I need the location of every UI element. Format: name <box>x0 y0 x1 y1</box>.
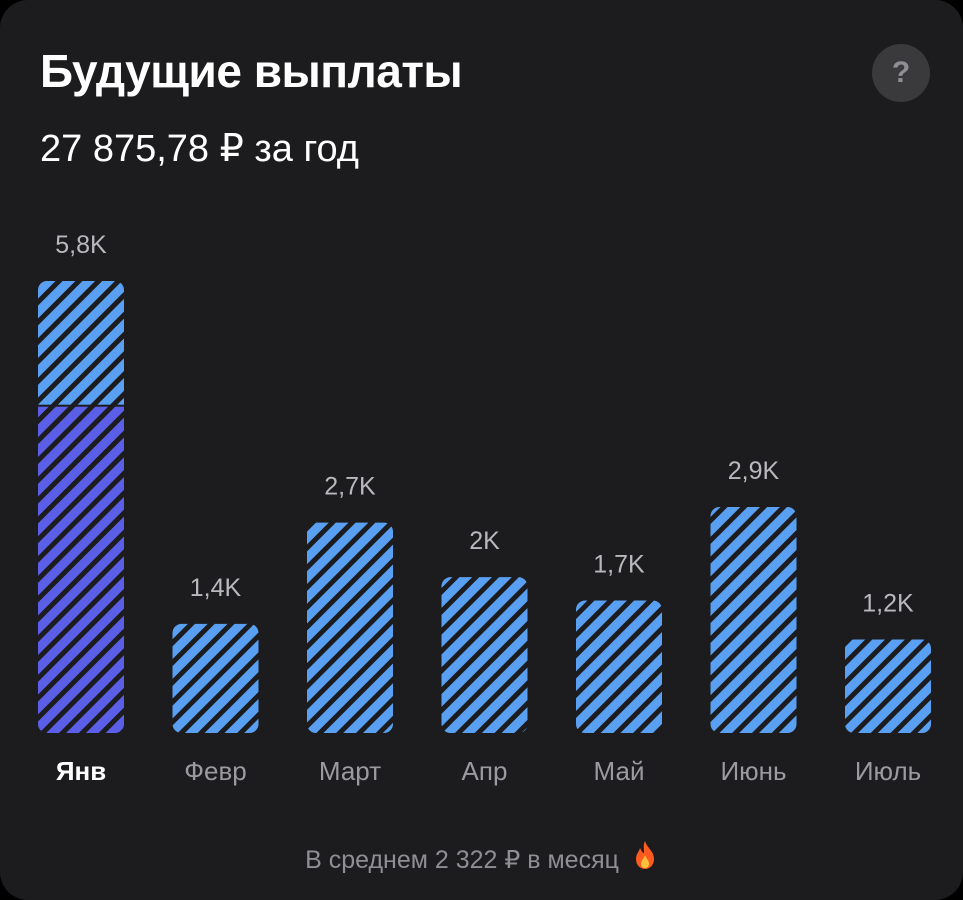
bar-segment-lower[interactable] <box>38 405 124 733</box>
month-label: Май <box>594 756 645 786</box>
bars-group: 5,8K Янв 1,4K Февр 2,7K Март 2K Апр 1,7K Май 2,9K И… <box>38 231 931 786</box>
bar-segment-divider[interactable] <box>38 404 124 407</box>
bar-value-label: 2K <box>469 527 500 555</box>
bar-1[interactable] <box>172 623 259 733</box>
bar-6[interactable] <box>845 639 931 733</box>
bar-value-label: 5,8K <box>55 231 107 259</box>
month-label: Июнь <box>720 756 786 786</box>
bar-value-label: 1,4K <box>190 574 242 602</box>
monthly-average-text: В среднем 2 322 ₽ в месяц <box>305 846 619 874</box>
bar-4[interactable] <box>576 600 662 733</box>
bar-value-label: 1,2K <box>862 589 914 617</box>
month-label: Янв <box>56 756 106 786</box>
payouts-bar-chart: 5,8K Янв 1,4K Февр 2,7K Март 2K Апр 1,7K Май 2,9K И… <box>38 231 931 786</box>
yearly-total: 27 875,78 ₽ за год <box>40 128 359 170</box>
help-button[interactable]: ? <box>872 44 930 102</box>
month-label: Июль <box>855 756 921 786</box>
fire-icon <box>632 840 658 877</box>
bar-3[interactable] <box>441 577 528 733</box>
bar-2[interactable] <box>307 522 393 733</box>
bar-value-label: 1,7K <box>593 551 645 579</box>
bar-segment-upper[interactable] <box>38 281 124 406</box>
bar-0-selected[interactable] <box>38 281 124 733</box>
question-icon: ? <box>891 56 911 89</box>
card-title: Будущие выплаты <box>40 45 463 97</box>
bar-value-label: 2,9K <box>728 457 780 485</box>
monthly-average-footer: В среднем 2 322 ₽ в месяц <box>0 840 963 877</box>
month-label: Февр <box>184 756 247 786</box>
bar-5[interactable] <box>710 507 797 733</box>
month-label: Март <box>319 756 381 786</box>
bar-value-label: 2,7K <box>324 473 376 501</box>
month-label: Апр <box>462 756 508 786</box>
